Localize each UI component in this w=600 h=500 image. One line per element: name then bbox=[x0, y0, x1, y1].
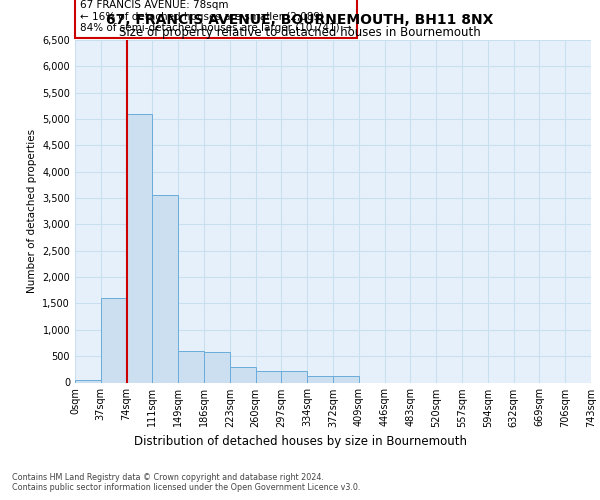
Bar bbox=[307, 376, 333, 382]
Bar bbox=[101, 298, 127, 382]
Y-axis label: Number of detached properties: Number of detached properties bbox=[27, 129, 37, 294]
Text: Contains public sector information licensed under the Open Government Licence v3: Contains public sector information licen… bbox=[12, 484, 361, 492]
Bar bbox=[281, 371, 307, 382]
Bar bbox=[333, 376, 359, 382]
Text: 67 FRANCIS AVENUE: 78sqm
← 16% of detached houses are smaller (2,089)
84% of sem: 67 FRANCIS AVENUE: 78sqm ← 16% of detach… bbox=[80, 0, 352, 33]
Text: Distribution of detached houses by size in Bournemouth: Distribution of detached houses by size … bbox=[133, 435, 467, 448]
Bar bbox=[230, 366, 256, 382]
Bar bbox=[256, 371, 281, 382]
Bar bbox=[127, 114, 152, 382]
Bar bbox=[152, 196, 178, 382]
Bar bbox=[178, 351, 204, 382]
Text: 67, FRANCIS AVENUE, BOURNEMOUTH, BH11 8NX: 67, FRANCIS AVENUE, BOURNEMOUTH, BH11 8N… bbox=[106, 12, 494, 26]
Text: Contains HM Land Registry data © Crown copyright and database right 2024.: Contains HM Land Registry data © Crown c… bbox=[12, 472, 324, 482]
Text: Size of property relative to detached houses in Bournemouth: Size of property relative to detached ho… bbox=[119, 26, 481, 39]
Bar bbox=[204, 352, 230, 382]
Bar bbox=[75, 380, 101, 382]
